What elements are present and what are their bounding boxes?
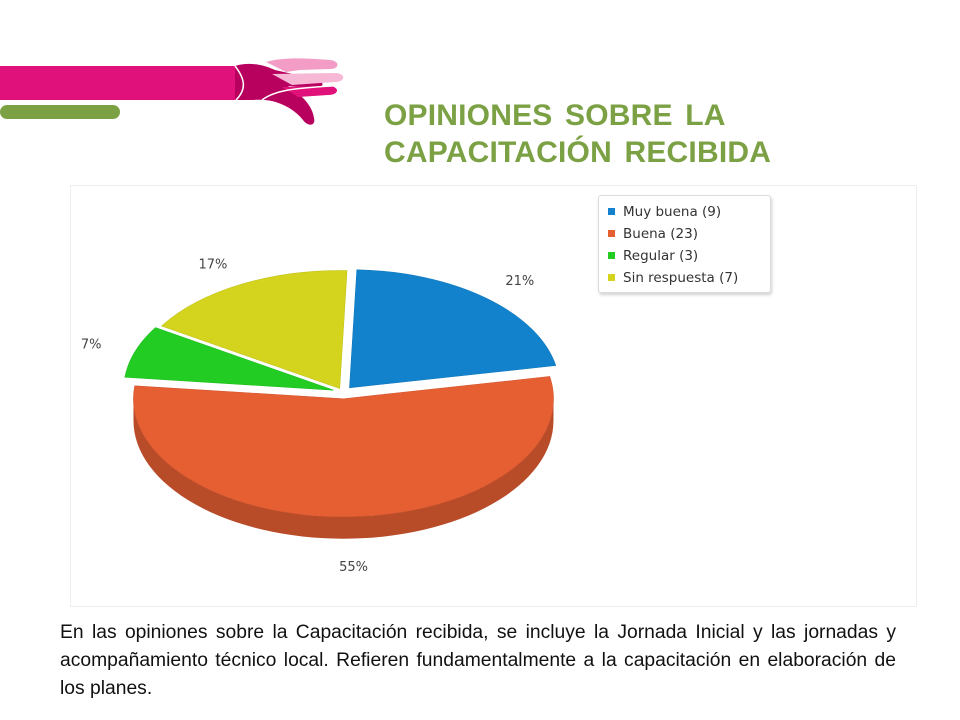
pie-slice-1: [349, 269, 557, 389]
legend-swatch-2: [608, 230, 615, 237]
pie-slice-side-2: [133, 398, 554, 539]
legend-item-3: Regular (3): [608, 245, 770, 267]
legend-label-2: Buena (23): [623, 226, 698, 242]
body-paragraph: En las opiniones sobre la Capacitación r…: [60, 622, 896, 699]
pie-top-faces: [124, 269, 557, 518]
hand-icon: [234, 58, 344, 125]
legend-swatch-4: [608, 274, 615, 281]
legend-swatch-1: [608, 208, 615, 215]
pie-label-4: 17%: [199, 258, 228, 273]
pie-labels: 21% 55% 7% 17%: [81, 258, 534, 576]
pie-label-1: 21%: [505, 274, 534, 289]
pie-slice-2: [133, 376, 554, 518]
legend-label-3: Regular (3): [623, 248, 699, 264]
pie-slice-4: [161, 270, 348, 389]
chart-legend: Muy buena (9) Buena (23) Regular (3) Sin re…: [598, 195, 771, 293]
legend-label-4: Sin respuesta (7): [623, 270, 739, 286]
legend-swatch-3: [608, 252, 615, 259]
header-decoration: [0, 58, 344, 125]
pie-slice-3: [124, 327, 334, 391]
slide-title-line-2: CAPACITACIÓN RECIBIDA: [384, 136, 772, 169]
legend-item-2: Buena (23): [608, 223, 770, 245]
decor-magenta-band: [0, 66, 255, 100]
legend-item-4: Sin respuesta (7): [608, 267, 770, 289]
decor-green-band: [0, 105, 120, 119]
pie-label-3: 7%: [81, 338, 102, 353]
slide-title: OPINIONES SOBRE LA CAPACITACIÓN RECIBIDA: [384, 97, 944, 171]
legend-item-1: Muy buena (9): [608, 201, 770, 223]
legend-label-1: Muy buena (9): [623, 204, 722, 220]
slide-title-line-1: OPINIONES SOBRE LA: [384, 99, 726, 132]
pie-label-2: 55%: [339, 560, 368, 575]
